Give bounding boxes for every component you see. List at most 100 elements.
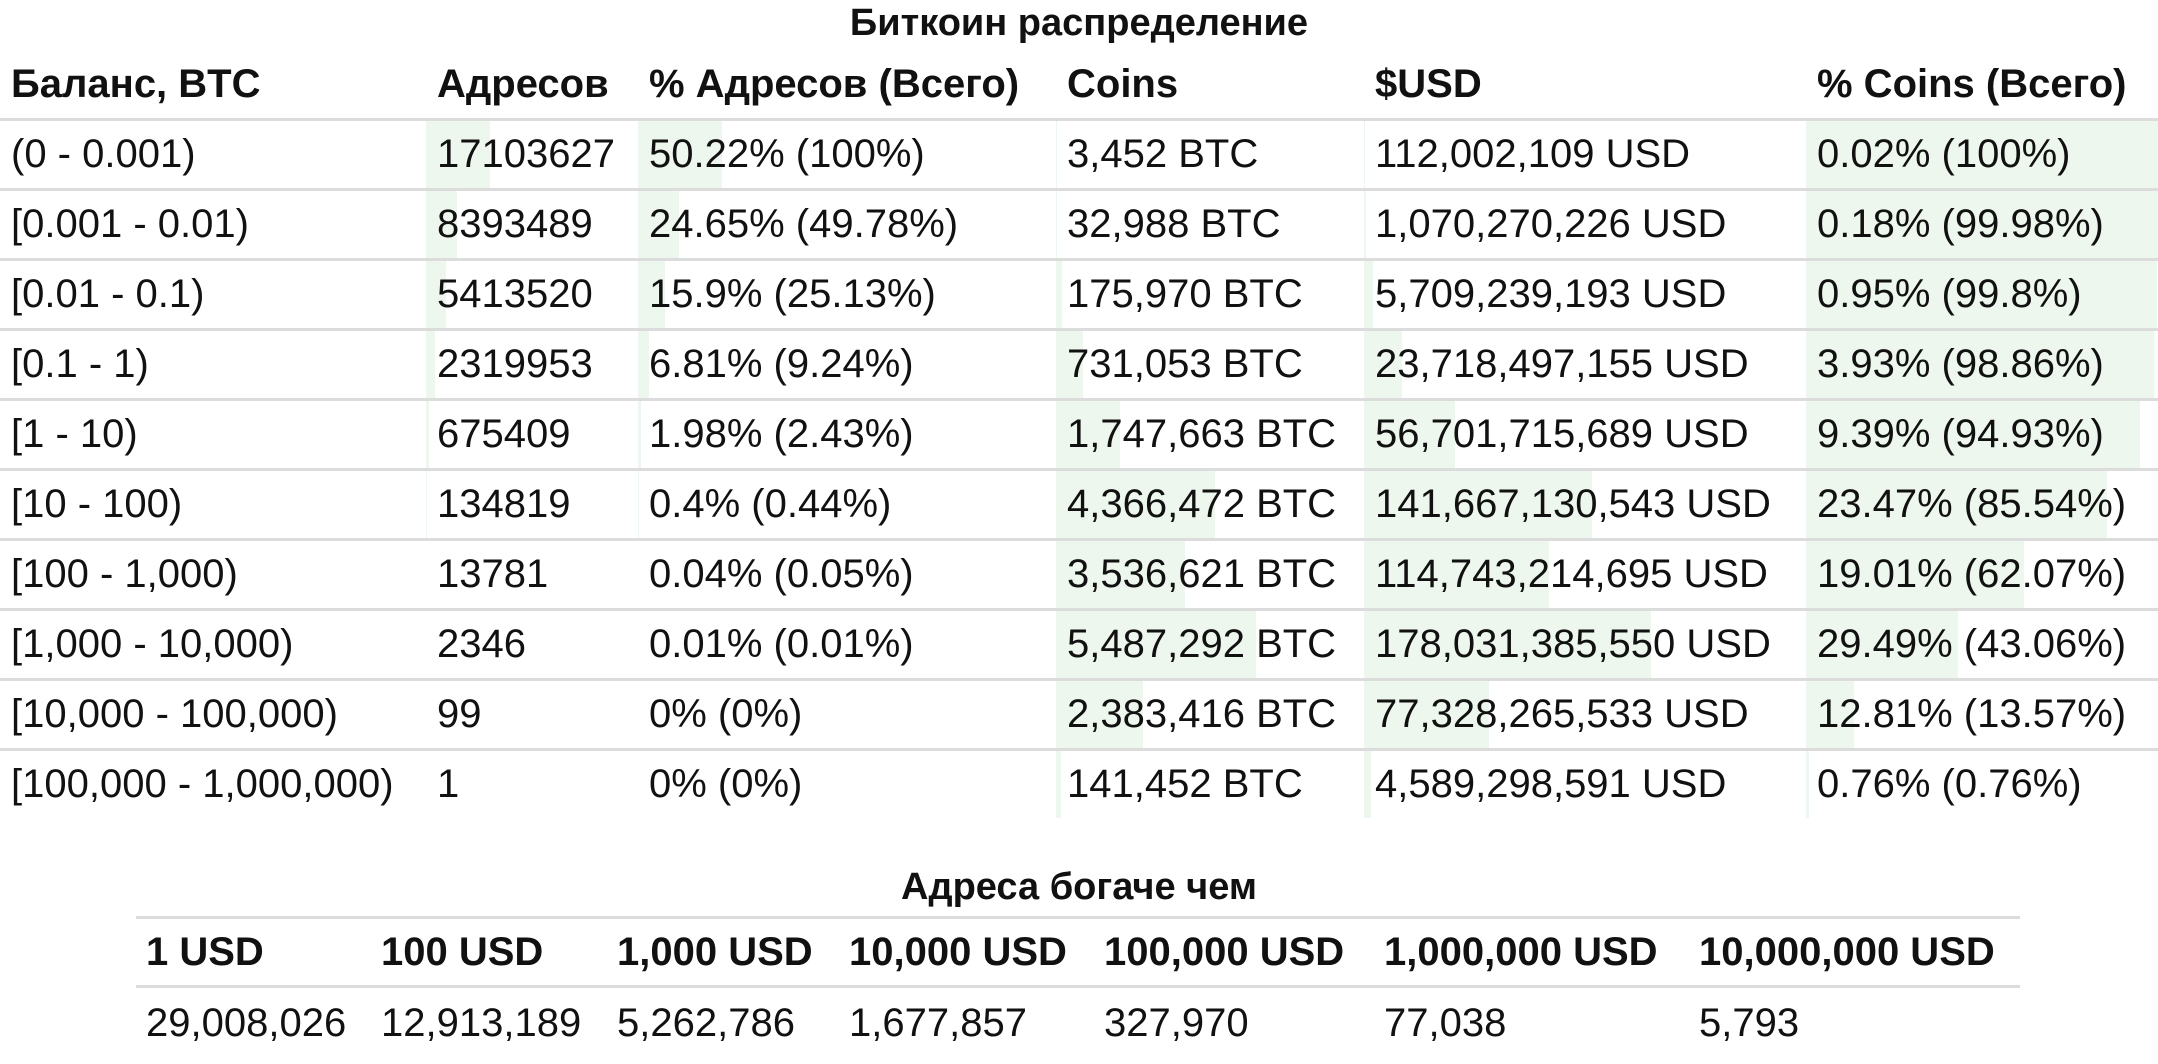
addresses-cell: 13781 — [426, 539, 638, 611]
richer-header[interactable]: 10,000 USD — [839, 916, 1094, 988]
usd-cell: 112,002,109 USD — [1364, 119, 1806, 191]
share-bar — [1364, 331, 1403, 397]
balance-cell: [0.001 - 0.01) — [0, 189, 426, 261]
share-bar — [1056, 261, 1063, 327]
balance-cell: [10 - 100) — [0, 469, 426, 541]
richer-header[interactable]: 1,000 USD — [607, 916, 839, 988]
usd-cell-text: 77,328,265,533 USD — [1375, 692, 1749, 736]
richer-header[interactable]: 1,000,000 USD — [1374, 916, 1689, 988]
coins-percent-cell-text: 9.39% (94.93%) — [1817, 412, 2104, 456]
coins-cell-text: 3,536,621 BTC — [1067, 552, 1337, 596]
share-bar — [1056, 751, 1062, 818]
usd-cell: 4,589,298,591 USD — [1364, 750, 1806, 818]
addresses-percent-cell-text: 50.22% (100%) — [649, 132, 925, 176]
usd-cell-text: 23,718,497,155 USD — [1375, 342, 1749, 386]
header-coins-percent[interactable]: % Coins (Всего) — [1806, 50, 2158, 121]
coins-percent-cell-text: 0.76% (0.76%) — [1817, 762, 2082, 806]
share-bar — [426, 191, 458, 257]
coins-cell-text: 1,747,663 BTC — [1067, 412, 1337, 456]
share-bar — [1806, 121, 2158, 187]
share-bar — [638, 121, 722, 187]
usd-cell-text: 5,709,239,193 USD — [1375, 272, 1727, 316]
distribution-row: [0.001 - 0.01) 8393489 24.65% (49.78%) 32,9… — [0, 189, 2158, 261]
addresses-percent-cell: 0.4% (0.44%) — [638, 469, 1056, 541]
share-bar — [1806, 331, 2154, 397]
distribution-row: [10 - 100) 134819 0.4% (0.44%) 4,366,472 BT… — [0, 469, 2158, 541]
usd-cell-text: 4,589,298,591 USD — [1375, 762, 1727, 806]
usd-cell: 23,718,497,155 USD — [1364, 329, 1806, 401]
addresses-percent-cell: 0.01% (0.01%) — [638, 609, 1056, 681]
addresses-cell: 17103627 — [426, 119, 638, 191]
usd-cell-text: 56,701,715,689 USD — [1375, 412, 1749, 456]
richer-value: 1,677,857 — [849, 1000, 1027, 1045]
richer-header[interactable]: 10,000,000 USD — [1689, 916, 2020, 988]
balance-cell: [10,000 - 100,000) — [0, 679, 426, 751]
usd-cell: 56,701,715,689 USD — [1364, 399, 1806, 471]
share-bar — [1806, 191, 2158, 257]
coins-percent-cell-text: 0.02% (100%) — [1817, 132, 2071, 176]
header-usd[interactable]: $USD — [1364, 50, 1806, 121]
share-bar — [1364, 471, 1593, 537]
usd-cell: 114,743,214,695 USD — [1364, 539, 1806, 611]
usd-cell: 1,070,270,226 USD — [1364, 189, 1806, 261]
share-bar — [1806, 751, 1809, 818]
share-bar — [1364, 401, 1456, 467]
share-bar — [1056, 331, 1083, 397]
addresses-percent-cell-text: 1.98% (2.43%) — [649, 412, 914, 456]
share-bar — [426, 121, 490, 187]
addresses-cell-text: 134819 — [437, 482, 571, 526]
addresses-cell-text: 2319953 — [437, 342, 593, 386]
share-bar — [1364, 191, 1366, 257]
coins-cell: 5,487,292 BTC — [1056, 609, 1364, 681]
coins-percent-cell-text: 19.01% (62.07%) — [1817, 552, 2127, 596]
share-bar — [1056, 471, 1216, 537]
share-bar — [638, 261, 665, 327]
coins-percent-cell: 0.76% (0.76%) — [1806, 750, 2158, 818]
addresses-cell: 675409 — [426, 399, 638, 471]
coins-percent-cell-text: 23.47% (85.54%) — [1817, 482, 2127, 526]
coins-percent-cell-text: 3.93% (98.86%) — [1817, 342, 2104, 386]
share-bar — [1056, 191, 1058, 257]
distribution-header-row: Баланс, BTC Адресов % Адресов (Всего) Co… — [0, 50, 2158, 121]
addresses-cell-text: 2346 — [437, 622, 526, 666]
balance-cell: [100,000 - 1,000,000) — [0, 750, 426, 819]
richer-value: 5,793 — [1699, 1000, 1800, 1045]
share-bar — [1364, 261, 1374, 327]
coins-percent-cell: 23.47% (85.54%) — [1806, 469, 2158, 541]
addresses-cell-text: 8393489 — [437, 202, 593, 246]
addresses-percent-cell: 0.04% (0.05%) — [638, 539, 1056, 611]
balance-cell: [1 - 10) — [0, 399, 426, 471]
share-bar — [638, 471, 639, 537]
header-addresses-percent[interactable]: % Адресов (Всего) — [638, 50, 1056, 121]
share-bar — [426, 471, 427, 537]
distribution-row: [10,000 - 100,000) 99 0% (0%) 2,383,416 BTC… — [0, 679, 2158, 751]
addresses-percent-cell-text: 0.01% (0.01%) — [649, 622, 914, 666]
usd-cell: 178,031,385,550 USD — [1364, 609, 1806, 681]
usd-cell-text: 112,002,109 USD — [1375, 132, 1691, 176]
distribution-row: [0.1 - 1) 2319953 6.81% (9.24%) 731,053 BTC… — [0, 329, 2158, 401]
addresses-cell: 2319953 — [426, 329, 638, 401]
addresses-percent-cell-text: 6.81% (9.24%) — [649, 342, 914, 386]
coins-percent-cell: 29.49% (43.06%) — [1806, 609, 2158, 681]
balance-cell-text: [100,000 - 1,000,000) — [11, 762, 394, 806]
balance-cell: [0.01 - 0.1) — [0, 259, 426, 331]
balance-cell-text: [0.001 - 0.01) — [11, 202, 249, 246]
richer-value: 5,262,786 — [617, 1000, 795, 1045]
distribution-row: [1 - 10) 675409 1.98% (2.43%) 1,747,663 BTC… — [0, 399, 2158, 471]
header-coins[interactable]: Coins — [1056, 50, 1364, 121]
addresses-cell: 1 — [426, 750, 638, 819]
share-bar — [1806, 681, 1854, 747]
addresses-percent-cell: 6.81% (9.24%) — [638, 329, 1056, 401]
balance-cell: [1,000 - 10,000) — [0, 609, 426, 681]
richer-header[interactable]: 100,000 USD — [1094, 916, 1374, 988]
header-balance[interactable]: Баланс, BTC — [0, 50, 426, 121]
header-addresses[interactable]: Адресов — [426, 50, 638, 121]
coins-percent-cell-text: 29.49% (43.06%) — [1817, 622, 2127, 666]
share-bar — [1364, 541, 1549, 607]
coins-cell: 731,053 BTC — [1056, 329, 1364, 401]
richer-header[interactable]: 100 USD — [371, 916, 607, 988]
coins-percent-cell-text: 12.81% (13.57%) — [1817, 692, 2127, 736]
richer-header[interactable]: 1 USD — [136, 916, 371, 988]
share-bar — [638, 331, 650, 397]
addresses-percent-cell: 1.98% (2.43%) — [638, 399, 1056, 471]
